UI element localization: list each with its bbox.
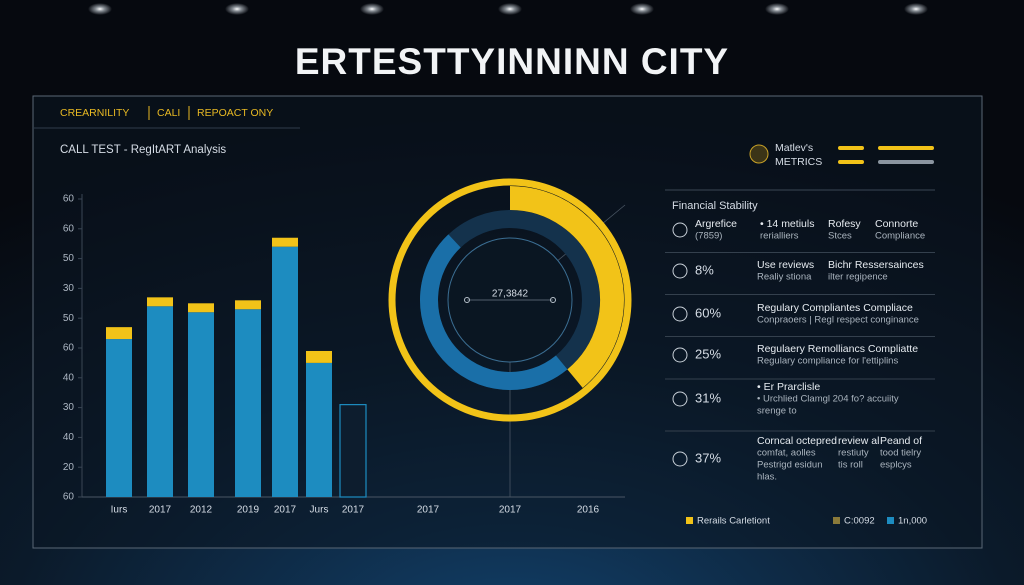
bar-segment bbox=[306, 350, 332, 363]
row-icon bbox=[672, 451, 688, 467]
row-text: srenge to bbox=[757, 406, 797, 417]
row-text: (7859) bbox=[695, 231, 722, 242]
row-text: Rofesy bbox=[828, 218, 861, 230]
header-tab: CALI bbox=[157, 107, 180, 119]
metrics-label: METRICS bbox=[775, 156, 822, 168]
row-value: 31% bbox=[695, 390, 721, 405]
bar-segment bbox=[272, 246, 298, 497]
bar-segment bbox=[188, 312, 214, 497]
row-text: Stces bbox=[828, 231, 852, 242]
row-icon bbox=[672, 347, 688, 363]
row-value: 8% bbox=[695, 262, 714, 277]
bar-segment bbox=[235, 309, 261, 497]
row-text: review al bbox=[838, 435, 879, 447]
x-extra-label: 2017 bbox=[499, 505, 522, 516]
row-value: 60% bbox=[695, 305, 721, 320]
row-icon bbox=[672, 391, 688, 407]
x-tick-label: 2017 bbox=[342, 505, 365, 516]
row-text: comfat, aolles bbox=[757, 448, 816, 459]
outer-ring bbox=[388, 178, 632, 422]
row-text: ilter regipence bbox=[828, 272, 888, 283]
chart-title: CALL TEST - RegItART Analysis bbox=[60, 144, 226, 156]
row-text: Regulary Compliantes Compliace bbox=[757, 302, 913, 314]
row-text: Use reviews bbox=[757, 259, 814, 271]
y-tick-label: 30 bbox=[63, 402, 75, 413]
row-value: 25% bbox=[695, 346, 721, 361]
y-tick-label: 50 bbox=[63, 253, 75, 264]
page-title: ERTESTTYINNINN CITY bbox=[295, 41, 729, 82]
row-text: Argrefice bbox=[695, 218, 737, 230]
donut-arc bbox=[509, 186, 624, 388]
row-value: 37% bbox=[695, 450, 721, 465]
y-tick-label: 40 bbox=[63, 372, 75, 383]
legend-swatch bbox=[887, 517, 894, 524]
bar-segment bbox=[306, 362, 332, 497]
y-tick-label: 60 bbox=[63, 343, 75, 354]
row-text: Bichr Ressersainces bbox=[828, 259, 924, 271]
y-tick-label: 60 bbox=[63, 492, 75, 503]
y-tick-label: 60 bbox=[63, 194, 75, 205]
x-tick-label: 2019 bbox=[237, 505, 260, 516]
y-tick-label: 50 bbox=[63, 313, 75, 324]
panel-title: Financial Stability bbox=[672, 200, 758, 212]
y-tick-label: 30 bbox=[63, 283, 75, 294]
row-text: tis roll bbox=[838, 460, 863, 471]
row-text: esplcys bbox=[880, 460, 912, 471]
x-tick-label: 2012 bbox=[190, 505, 213, 516]
y-tick-label: 60 bbox=[63, 223, 75, 234]
center-marker bbox=[550, 297, 556, 303]
legend-label: Rerails Carletiont bbox=[697, 516, 770, 527]
row-text: rerialliers bbox=[760, 231, 799, 242]
row-text: • Urchlied Clamgl 204 fo? accuiity bbox=[757, 394, 899, 405]
row-text: hlas. bbox=[757, 472, 777, 483]
header-tab: CREARNILITY bbox=[60, 107, 129, 119]
center-label: 27,3842 bbox=[492, 289, 529, 300]
row-text: restiuty bbox=[838, 448, 869, 459]
row-icon bbox=[672, 222, 688, 238]
row-icon bbox=[672, 263, 688, 279]
x-extra-label: 2016 bbox=[577, 505, 600, 516]
x-tick-label: 2017 bbox=[149, 505, 172, 516]
y-tick-label: 40 bbox=[63, 432, 75, 443]
bar-segment bbox=[106, 339, 132, 497]
legend-label: 1n,000 bbox=[898, 516, 927, 527]
bar-segment bbox=[235, 300, 261, 310]
bar-segment bbox=[147, 297, 173, 307]
center-marker bbox=[464, 297, 470, 303]
spotlights bbox=[88, 3, 928, 15]
y-tick-label: 20 bbox=[63, 462, 75, 473]
row-text: Pestrigd esidun bbox=[757, 460, 822, 471]
legend-swatch bbox=[833, 517, 840, 524]
row-text: • 14 metiuls bbox=[760, 218, 814, 230]
row-icon bbox=[672, 306, 688, 322]
bar-segment bbox=[106, 327, 132, 340]
row-text: Regulaery Remolliancs Compliatte bbox=[757, 343, 918, 355]
metrics-icon bbox=[749, 144, 769, 164]
bar-segment bbox=[339, 404, 367, 498]
bar-segment bbox=[188, 303, 214, 313]
header-tab: REPOACT ONY bbox=[197, 107, 273, 119]
row-text: Corncal octepred bbox=[757, 435, 837, 447]
x-tick-label: Iurs bbox=[111, 505, 128, 516]
bar-segment bbox=[147, 306, 173, 497]
row-text: Compliance bbox=[875, 231, 925, 242]
row-text: Regulary compliance for l'ettiplins bbox=[757, 356, 898, 367]
row-text: Connorte bbox=[875, 218, 918, 230]
row-text: Conpraoers | Regl respect conginance bbox=[757, 315, 919, 326]
row-text: Peand of bbox=[880, 435, 922, 447]
legend-label: C:0092 bbox=[844, 516, 875, 527]
x-tick-label: Jurs bbox=[310, 505, 329, 516]
x-tick-label: 2017 bbox=[274, 505, 297, 516]
x-extra-label: 2017 bbox=[417, 505, 440, 516]
row-text: • Er Prarclisle bbox=[757, 381, 820, 393]
row-text: Realiy stiona bbox=[757, 272, 812, 283]
row-text: tood tielry bbox=[880, 448, 921, 459]
metrics-label: Matlev's bbox=[775, 142, 813, 154]
bar-segment bbox=[272, 237, 298, 247]
legend-swatch bbox=[686, 517, 693, 524]
donut-arc bbox=[420, 234, 568, 390]
